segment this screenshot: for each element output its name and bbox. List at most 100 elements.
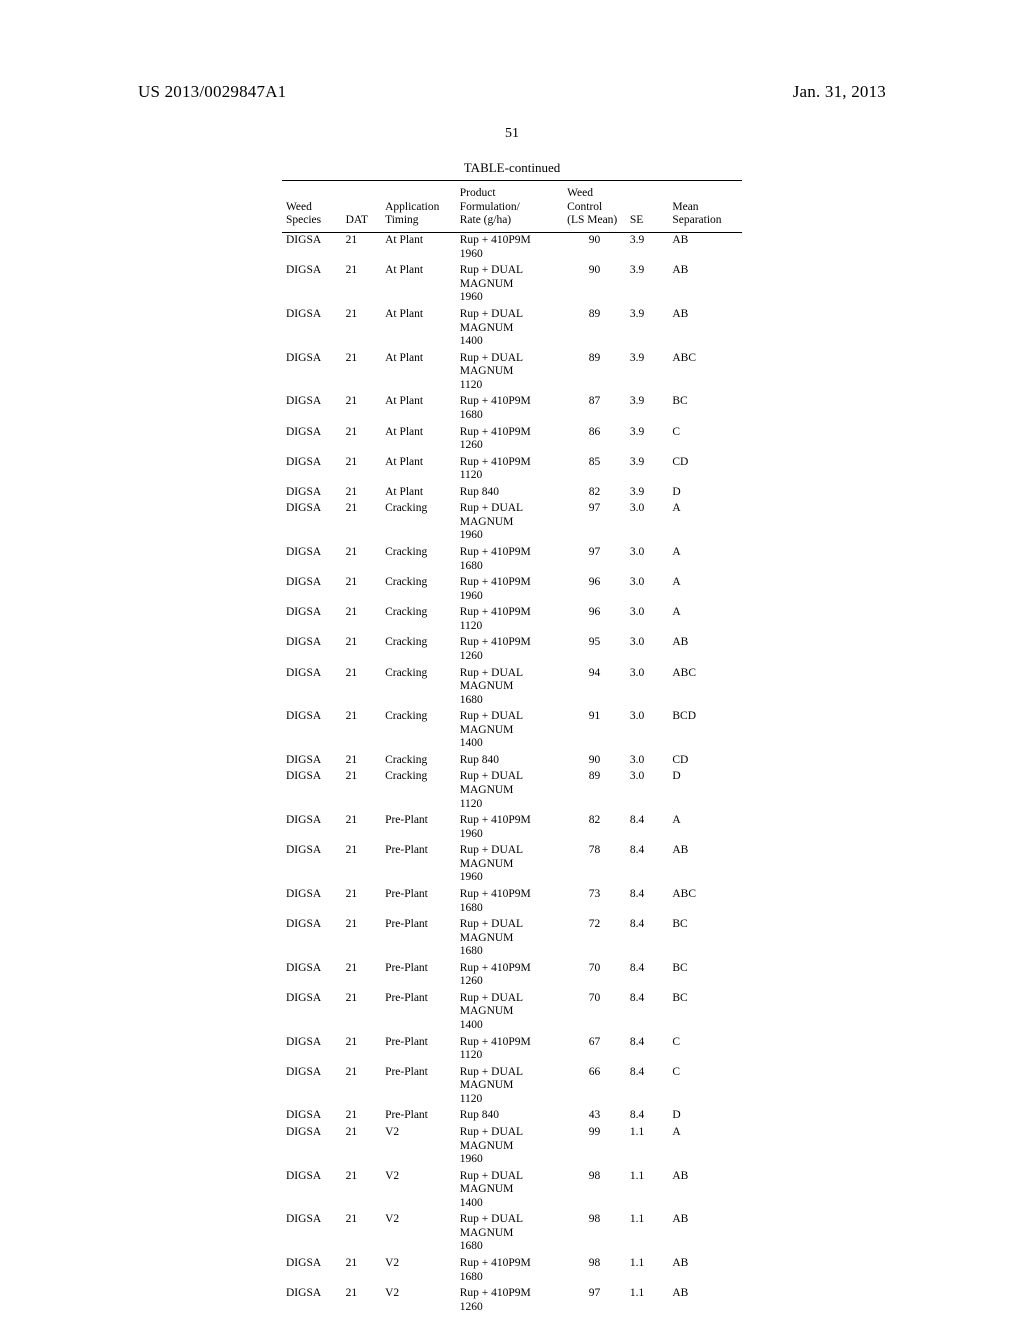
cell-product: Rup + 410P9M1960 <box>456 575 563 605</box>
cell-se: 8.4 <box>626 1034 669 1064</box>
cell-species: DIGSA <box>282 1168 342 1212</box>
cell-timing: Cracking <box>381 752 456 769</box>
cell-product: Rup + DUALMAGNUM1120 <box>456 769 563 813</box>
cell-se: 8.4 <box>626 843 669 887</box>
table-row: DIGSA21Pre-PlantRup 840438.4D <box>282 1108 742 1125</box>
cell-mean: D <box>668 484 742 501</box>
cell-control: 89 <box>563 769 626 813</box>
cell-mean: AB <box>668 1286 742 1316</box>
cell-timing: Cracking <box>381 501 456 545</box>
cell-control: 72 <box>563 917 626 961</box>
table-row: DIGSA21CrackingRup + DUALMAGNUM1680943.0… <box>282 665 742 709</box>
table-row: DIGSA21At PlantRup 840823.9D <box>282 484 742 501</box>
cell-se: 3.0 <box>626 501 669 545</box>
cell-product: Rup + 410P9M1960 <box>456 813 563 843</box>
table-row: DIGSA21CrackingRup + DUALMAGNUM1400913.0… <box>282 709 742 753</box>
table-row: DIGSA21Pre-PlantRup + DUALMAGNUM1400708.… <box>282 990 742 1034</box>
cell-product: Rup + DUALMAGNUM1400 <box>456 709 563 753</box>
cell-control: 87 <box>563 394 626 424</box>
cell-se: 8.4 <box>626 990 669 1034</box>
cell-mean: BC <box>668 960 742 990</box>
cell-species: DIGSA <box>282 575 342 605</box>
cell-timing: At Plant <box>381 424 456 454</box>
cell-product: Rup + 410P9M1680 <box>456 886 563 916</box>
table-header-row: Weed Species DAT Application Timing Prod… <box>282 181 742 232</box>
cell-mean: BC <box>668 990 742 1034</box>
table-row: DIGSA21Pre-PlantRup + DUALMAGNUM1960788.… <box>282 843 742 887</box>
col-header-dat: DAT <box>342 181 382 232</box>
cell-se: 3.0 <box>626 575 669 605</box>
cell-product: Rup + 410P9M1680 <box>456 394 563 424</box>
cell-control: 82 <box>563 813 626 843</box>
cell-product: Rup 840 <box>456 484 563 501</box>
cell-product: Rup + 410P9M1680 <box>456 545 563 575</box>
col-header-species: Weed Species <box>282 181 342 232</box>
cell-mean: AB <box>668 263 742 307</box>
cell-timing: Cracking <box>381 575 456 605</box>
table-row: DIGSA21At PlantRup + 410P9M1120853.9CD <box>282 454 742 484</box>
cell-product: Rup + DUALMAGNUM1680 <box>456 665 563 709</box>
cell-dat: 21 <box>342 575 382 605</box>
cell-dat: 21 <box>342 1124 382 1168</box>
cell-control: 85 <box>563 454 626 484</box>
cell-mean: AB <box>668 843 742 887</box>
cell-se: 8.4 <box>626 960 669 990</box>
cell-product: Rup + DUALMAGNUM1400 <box>456 1168 563 1212</box>
cell-se: 3.9 <box>626 484 669 501</box>
cell-species: DIGSA <box>282 886 342 916</box>
cell-se: 3.0 <box>626 665 669 709</box>
cell-species: DIGSA <box>282 990 342 1034</box>
table-row: DIGSA21CrackingRup + DUALMAGNUM1120893.0… <box>282 769 742 813</box>
cell-dat: 21 <box>342 990 382 1034</box>
cell-control: 95 <box>563 635 626 665</box>
cell-timing: Cracking <box>381 605 456 635</box>
cell-product: Rup + 410P9M1120 <box>456 454 563 484</box>
cell-control: 89 <box>563 350 626 394</box>
table-row: DIGSA21CrackingRup + 410P9M1960963.0A <box>282 575 742 605</box>
cell-mean: AB <box>668 1212 742 1256</box>
cell-timing: Pre-Plant <box>381 960 456 990</box>
table-body: DIGSA21At PlantRup + 410P9M1960903.9ABDI… <box>282 232 742 1316</box>
page-number: 51 <box>90 126 934 142</box>
cell-mean: A <box>668 605 742 635</box>
cell-product: Rup + DUALMAGNUM1400 <box>456 990 563 1034</box>
cell-species: DIGSA <box>282 917 342 961</box>
cell-timing: V2 <box>381 1212 456 1256</box>
cell-product: Rup + DUALMAGNUM1680 <box>456 1212 563 1256</box>
cell-timing: At Plant <box>381 350 456 394</box>
table-row: DIGSA21V2Rup + DUALMAGNUM1960991.1A <box>282 1124 742 1168</box>
table-row: DIGSA21At PlantRup + DUALMAGNUM1120893.9… <box>282 350 742 394</box>
cell-timing: At Plant <box>381 232 456 263</box>
cell-mean: C <box>668 1034 742 1064</box>
cell-dat: 21 <box>342 960 382 990</box>
cell-dat: 21 <box>342 813 382 843</box>
cell-control: 97 <box>563 545 626 575</box>
cell-product: Rup + DUALMAGNUM1120 <box>456 1064 563 1108</box>
cell-timing: V2 <box>381 1286 456 1316</box>
cell-dat: 21 <box>342 917 382 961</box>
cell-dat: 21 <box>342 501 382 545</box>
cell-dat: 21 <box>342 1286 382 1316</box>
cell-control: 67 <box>563 1034 626 1064</box>
cell-control: 66 <box>563 1064 626 1108</box>
cell-se: 3.9 <box>626 350 669 394</box>
col-header-product: Product Formulation/ Rate (g/ha) <box>456 181 563 232</box>
cell-control: 96 <box>563 575 626 605</box>
cell-control: 91 <box>563 709 626 753</box>
cell-dat: 21 <box>342 232 382 263</box>
cell-se: 1.1 <box>626 1124 669 1168</box>
cell-mean: A <box>668 1124 742 1168</box>
cell-mean: AB <box>668 1256 742 1286</box>
cell-product: Rup + 410P9M1120 <box>456 1034 563 1064</box>
cell-species: DIGSA <box>282 635 342 665</box>
cell-product: Rup + DUALMAGNUM1400 <box>456 307 563 351</box>
cell-timing: Pre-Plant <box>381 843 456 887</box>
cell-mean: A <box>668 501 742 545</box>
cell-dat: 21 <box>342 1256 382 1286</box>
cell-species: DIGSA <box>282 752 342 769</box>
cell-control: 86 <box>563 424 626 454</box>
cell-mean: AB <box>668 307 742 351</box>
cell-se: 1.1 <box>626 1286 669 1316</box>
cell-se: 8.4 <box>626 1108 669 1125</box>
cell-species: DIGSA <box>282 1286 342 1316</box>
